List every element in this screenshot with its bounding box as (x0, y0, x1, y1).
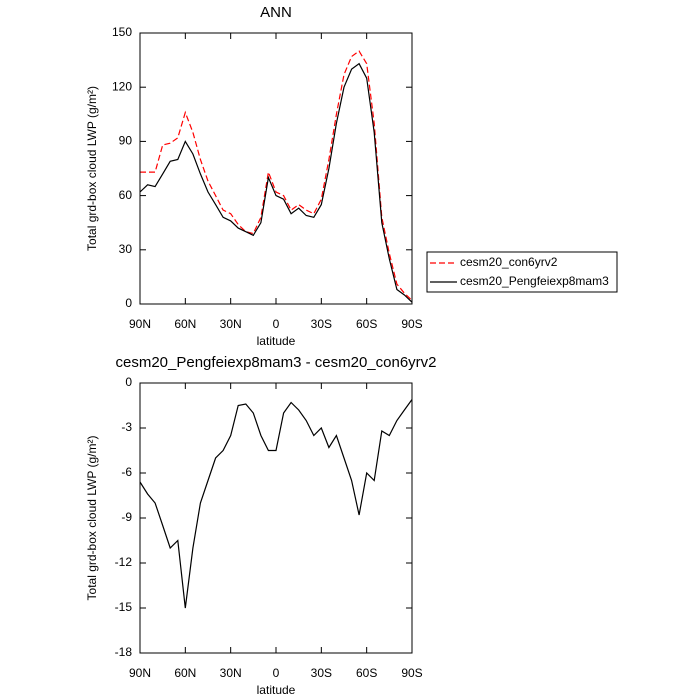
x-tick-label: 30N (220, 666, 242, 680)
y-tick-label: 0 (125, 375, 132, 389)
y-tick-label: 0 (125, 296, 132, 310)
x-tick-label: 60S (356, 317, 377, 331)
y-tick-label: -18 (115, 645, 133, 659)
y-tick-label: 60 (119, 188, 133, 202)
chart-title: ANN (260, 4, 292, 21)
x-tick-label: 60N (174, 317, 196, 331)
y-axis-label: Total grd-box cloud LWP (g/m²) (85, 436, 99, 601)
data-line (140, 50, 413, 301)
x-axis-label: latitude (257, 683, 296, 697)
legend-label: cesm20_Pengfeiexp8mam3 (460, 274, 609, 288)
data-line (139, 62, 413, 303)
y-tick-label: 30 (119, 242, 133, 256)
x-tick-label: 0 (273, 666, 280, 680)
x-tick-label: 90S (401, 317, 422, 331)
plot-frame (139, 32, 413, 305)
y-tick-label: -6 (121, 465, 132, 479)
plot-frame (139, 382, 413, 654)
x-tick-label: 90N (129, 317, 151, 331)
y-tick-label: 90 (119, 134, 133, 148)
x-tick-label: 90N (129, 666, 151, 680)
legend-label: cesm20_con6yrv2 (460, 255, 558, 269)
x-axis-label: latitude (257, 334, 296, 348)
y-tick-label: -15 (115, 600, 133, 614)
x-tick-label: 0 (273, 317, 280, 331)
y-axis-label: Total grd-box cloud LWP (g/m²) (85, 86, 99, 251)
x-tick-label: 60S (356, 666, 377, 680)
x-tick-label: 30S (311, 666, 332, 680)
y-tick-label: -9 (121, 510, 132, 524)
x-tick-label: 90S (401, 666, 422, 680)
x-tick-label: 30S (311, 317, 332, 331)
y-tick-label: 150 (112, 25, 132, 39)
legend-box (426, 251, 618, 293)
y-tick-label: -12 (115, 555, 133, 569)
x-tick-label: 30N (220, 317, 242, 331)
y-tick-label: 120 (112, 79, 132, 93)
x-tick-label: 60N (174, 666, 196, 680)
y-tick-label: -3 (121, 420, 132, 434)
chart-title: cesm20_Pengfeiexp8mam3 - cesm20_con6yrv2 (116, 354, 437, 371)
data-line (139, 399, 413, 609)
